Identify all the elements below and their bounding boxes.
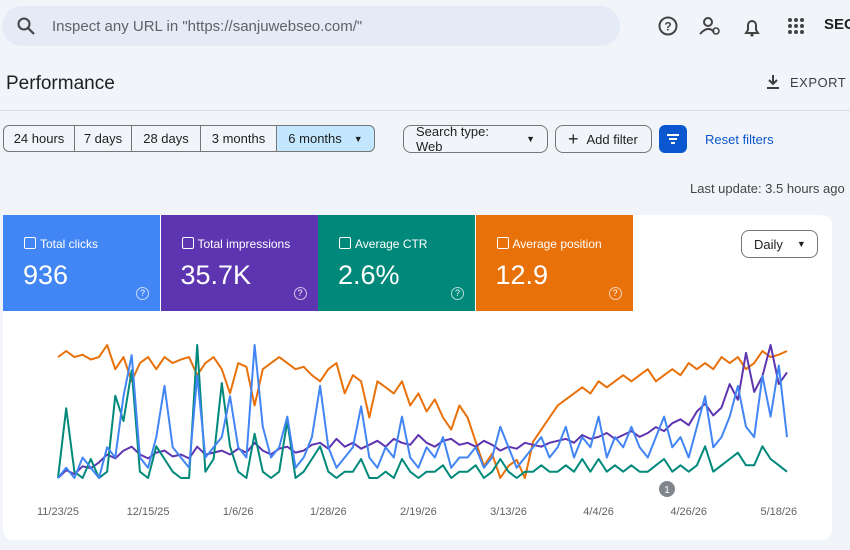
metric-label: Average CTR: [355, 237, 428, 251]
checkbox: [339, 237, 351, 249]
search-type-label: Search type: Web: [416, 124, 489, 154]
svg-text:?: ?: [664, 20, 671, 34]
x-tick-label: 1/28/26: [310, 506, 347, 518]
annotation-label: 1: [664, 485, 670, 496]
range-label: 7 days: [83, 131, 123, 146]
checkbox: [181, 237, 194, 249]
range-button[interactable]: 24 hours: [3, 125, 75, 152]
help-icon: ?: [136, 287, 149, 300]
metric-label: Total impressions: [197, 237, 291, 251]
help-icon: ?: [608, 287, 622, 300]
export-icon: [767, 75, 779, 89]
x-tick-label: 11/23/25: [37, 506, 79, 518]
x-tick-label: 1/6/26: [223, 506, 254, 518]
checkbox: [496, 237, 509, 249]
page-title: Performance: [6, 73, 115, 94]
add-filter-label: Add filter: [586, 131, 638, 147]
range-button[interactable]: 3 months: [200, 125, 277, 152]
search-bar[interactable]: Inspect any URL in "https://sanjuwebseo.…: [2, 6, 620, 46]
range-label: 24 hours: [13, 131, 65, 146]
help-icon: ?: [451, 287, 464, 300]
logo: SEO: [824, 16, 850, 33]
annotation-marker[interactable]: [659, 481, 675, 497]
export-button[interactable]: EXPORT: [790, 75, 847, 90]
metric-label: Total clicks: [40, 237, 99, 251]
metric-card[interactable]: Total impressions 35.7K?: [160, 215, 318, 311]
x-tick-label: 4/4/26: [583, 506, 614, 518]
metric-value: 2.6%: [338, 260, 400, 290]
last-update: Last update: 3.5 hours ago: [690, 181, 845, 196]
range-label: 6 months: [288, 131, 342, 146]
metric-value: 35.7K: [180, 260, 252, 290]
add-filter[interactable]: + Add filter: [555, 125, 652, 153]
granularity-label: Daily: [754, 236, 783, 252]
top-icons: ?: [658, 16, 804, 37]
x-tick-label: 12/15/25: [127, 506, 170, 518]
metric-value: 12.9: [495, 260, 549, 290]
x-tick-label: 2/19/26: [400, 506, 437, 518]
dropdown-arrow: ▼: [353, 133, 363, 144]
search-icon: [17, 17, 35, 35]
search-type-filter[interactable]: Search type: Web ▼: [403, 124, 548, 154]
x-tick-label: 5/18/26: [760, 506, 797, 518]
search-placeholder: Inspect any URL in "https://sanjuwebseo.…: [52, 18, 363, 35]
series-line: [57, 344, 788, 479]
series-line: [57, 344, 788, 479]
x-tick-label: 3/13/26: [490, 506, 527, 518]
range-label: 3 months: [211, 131, 266, 146]
series-line: [57, 344, 788, 479]
checkbox: [24, 237, 36, 249]
metric-card[interactable]: Total clicks 936?: [3, 215, 160, 311]
range-label: 28 days: [143, 131, 189, 146]
metric-card[interactable]: Average position 12.9?: [475, 215, 633, 311]
metric-value: 936: [23, 260, 69, 290]
divider: [0, 110, 850, 111]
metric-card[interactable]: Average CTR 2.6%?: [318, 215, 475, 311]
filter-toggle[interactable]: [659, 125, 687, 153]
help-icon: ?: [293, 287, 307, 300]
metric-label: Average position: [512, 237, 602, 251]
x-tick-label: 4/26/26: [670, 506, 707, 518]
range-button[interactable]: 6 months ▼: [276, 125, 375, 152]
range-button[interactable]: 28 days: [131, 125, 201, 152]
granularity-select[interactable]: Daily ▼: [741, 230, 818, 258]
range-button[interactable]: 7 days: [74, 125, 132, 152]
reset-filters[interactable]: Reset filters: [705, 132, 774, 147]
